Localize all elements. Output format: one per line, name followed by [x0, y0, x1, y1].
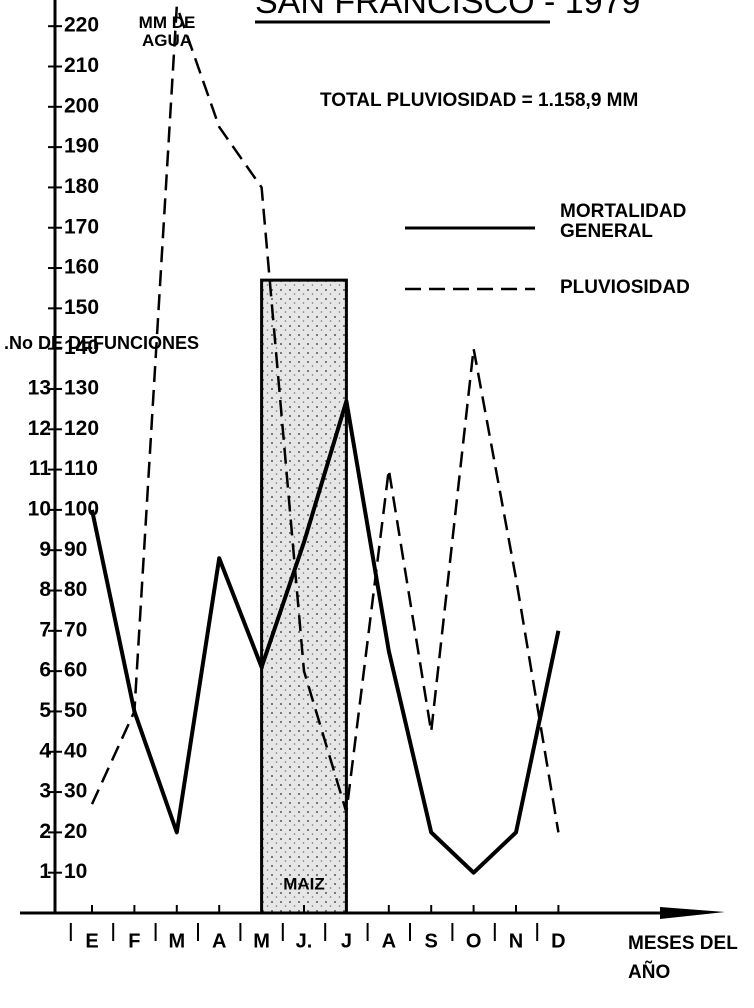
- x-axis-label: MESES DEL AÑO: [628, 933, 738, 983]
- y-axis-label: MM DE AGUA: [138, 13, 196, 50]
- x-tick-label: F: [128, 930, 140, 952]
- x-tick-label: J.: [296, 930, 313, 952]
- y2-tick-label: 13: [28, 377, 51, 400]
- x-axis-arrow: [660, 907, 725, 919]
- data-line: [90, 4, 560, 833]
- y-tick-label: 40: [64, 739, 87, 762]
- y-tick-label: 150: [64, 296, 99, 319]
- y2-axis-label: .No DE DEFUNCIONES: [4, 333, 200, 353]
- chart-title: SAN FRANCISCO - 1979: [255, 0, 640, 21]
- x-tick-label: M: [168, 930, 185, 952]
- y2-tick-label: 1: [39, 860, 51, 883]
- y-tick-label: 200: [64, 94, 99, 117]
- y2-tick-label: 11: [29, 457, 52, 480]
- highlight-label: MAIZ: [283, 874, 325, 893]
- y-tick-label: 140: [64, 336, 99, 359]
- y-tick-label: 220: [64, 14, 99, 37]
- x-tick-label: D: [551, 930, 565, 952]
- y-tick-label: 90: [64, 538, 87, 561]
- y-tick-label: 80: [64, 578, 87, 601]
- x-tick-label: A: [382, 930, 396, 952]
- y-tick-label: 100: [64, 497, 99, 520]
- y-tick-label: 30: [64, 780, 87, 803]
- y-tick-label: 60: [64, 659, 87, 682]
- x-tick-label: E: [85, 930, 98, 952]
- y2-tick-label: 3: [39, 780, 51, 803]
- y-tick-label: 190: [64, 135, 99, 158]
- y-tick-label: 70: [64, 618, 87, 641]
- y2-tick-label: 5: [39, 699, 51, 722]
- y2-tick-label: 8: [39, 578, 51, 601]
- y-tick-label: 50: [64, 699, 87, 722]
- y-tick-label: 170: [64, 215, 99, 238]
- y2-tick-label: 9: [39, 538, 51, 561]
- y2-tick-label: 10: [28, 497, 51, 520]
- y2-tick-label: 4: [39, 739, 51, 762]
- x-tick-label: M: [253, 930, 270, 952]
- y-tick-label: 130: [64, 377, 99, 400]
- y-tick-label: 10: [64, 860, 87, 883]
- y2-tick-label: 12: [28, 417, 51, 440]
- y-tick-label: 160: [64, 256, 99, 279]
- y-tick-label: 120: [64, 417, 99, 440]
- y-tick-label: 110: [64, 457, 98, 480]
- subtitle: TOTAL PLUVIOSIDAD = 1.158,9 MM: [320, 90, 638, 111]
- x-tick-label: S: [425, 930, 438, 952]
- highlight-bar: [260, 278, 348, 915]
- x-tick-label: N: [509, 930, 523, 952]
- legend-label: PLUVIOSIDAD: [560, 277, 690, 298]
- legend-label: MORTALIDAD GENERAL: [560, 201, 687, 242]
- y2-tick-label: 7: [39, 618, 51, 641]
- y2-tick-label: 2: [39, 820, 51, 843]
- y-tick-label: 20: [64, 820, 87, 843]
- x-tick-label: A: [212, 930, 226, 952]
- y-tick-label: 180: [64, 175, 99, 198]
- x-tick-label: O: [466, 930, 482, 952]
- x-tick-label: J: [341, 930, 352, 952]
- y2-tick-label: 6: [39, 659, 51, 682]
- y-tick-label: 210: [64, 54, 99, 77]
- data-line: [90, 399, 561, 875]
